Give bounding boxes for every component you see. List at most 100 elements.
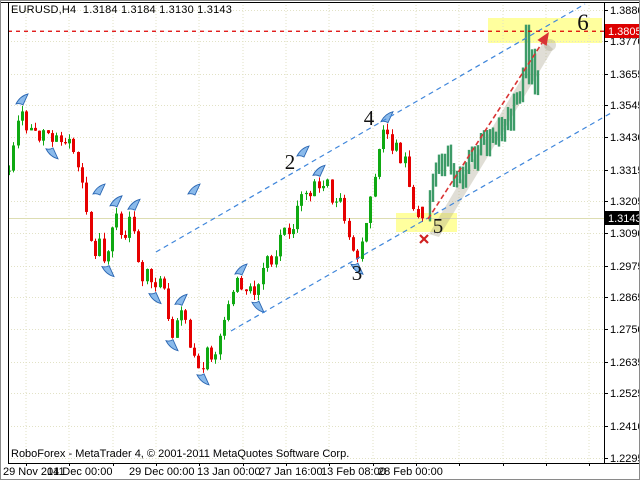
candle-bearish [25,111,28,131]
price-tick-label: 1.2525 [610,388,640,400]
candle-bearish [197,355,200,369]
symbol-ohlc-title: EURUSD,H4 1.3184 1.3184 1.3130 1.3143 [11,4,233,16]
wave-label-3[interactable]: 3 [352,261,363,285]
candle-bullish [107,251,110,262]
fractal-up-arrow-icon [92,183,106,196]
candle-bearish [184,310,187,320]
candle-bullish [249,286,252,292]
candle-bullish [365,222,368,242]
candle-bearish [60,135,63,143]
price-badge-black [605,211,639,225]
candle-bearish [51,133,54,142]
fractal-up-arrow-icon [234,263,248,276]
fractal-down-arrow-icon [196,373,210,386]
price-tick-label: 1.3315 [610,165,640,177]
candle-bearish [167,288,170,320]
candle-bearish [412,186,415,210]
candle-bearish [77,152,80,168]
time-tick-label: 27 Jan 16:00 [259,466,323,478]
candle-bearish [309,192,312,197]
candle-bearish [417,209,420,218]
time-tick-label: 29 Nov 2011 [3,466,65,478]
fractal-up-arrow-icon [187,183,201,196]
candle-bullish [115,213,118,228]
candle-bearish [270,256,273,265]
candle-bearish [38,130,41,141]
candle-bullish [232,291,235,305]
projection-arrow-shaft[interactable] [427,42,543,220]
candle-bullish [296,205,299,230]
candle-bearish [253,286,256,295]
projection-arrow-layer [427,32,549,220]
candle-bullish [283,227,286,235]
candle-bearish [386,129,389,135]
candle-bullish [146,269,149,282]
candle-bearish [408,156,411,187]
candle-bullish [214,354,217,360]
fractal-down-arrow-icon [45,147,59,160]
price-badge-label: 1.3805 [608,26,640,38]
wave-label-2[interactable]: 2 [285,150,296,174]
fractal-up-arrow-icon [15,93,29,106]
price-tick-label: 1.2295 [610,453,640,465]
candle-bearish [288,227,291,235]
candle-bearish [352,237,355,251]
candle-bearish [85,182,88,212]
candle-bullish [266,256,269,268]
candle-bearish [240,277,243,290]
wave-label-4[interactable]: 4 [364,106,375,130]
candle-bearish [245,289,248,292]
candle-bullish [374,176,377,197]
fractal-down-arrow-icon [350,262,364,275]
candle-bearish [94,240,97,257]
candle-bullish [55,135,58,142]
price-tick-label: 1.2975 [610,261,640,273]
cross-marker-icon [419,234,429,244]
fractal-down-arrow-icon [251,300,265,313]
candle-bullish [305,192,308,195]
candle-bearish [103,238,106,262]
candle-bullish [292,229,295,235]
time-tick-label: 13 Feb 08:00 [321,466,386,478]
candle-bearish [133,216,136,232]
wave-labels-layer: 2 3 4 5 6 [285,10,589,285]
candle-bullish [236,277,239,292]
candle-bullish [159,278,162,288]
candle-bullish [257,284,260,295]
fractal-down-arrow-icon [148,291,162,305]
candle-bullish [42,130,45,141]
candle-bullish [176,320,179,338]
candle-bullish [21,111,24,121]
copyright-text: RoboForex - MetaTrader 4, © 2001-2011 Me… [11,448,350,460]
fractal-up-arrow-icon [296,145,310,158]
time-tick-label: 28 Feb 00:00 [378,466,443,478]
price-tick-label: 1.3655 [610,69,640,81]
candle-bearish [120,213,123,235]
candle-bullish [382,129,385,150]
fractal-down-arrow-icon [165,339,179,352]
price-badge-red [605,24,639,38]
trend-channel-line[interactable] [155,3,586,253]
candle-bearish [356,250,359,259]
candle-bearish [64,142,67,144]
candle-bearish [90,211,93,241]
candle-bullish [378,149,381,177]
candle-bullish [206,347,209,370]
candle-bearish [399,142,402,164]
candle-bearish [331,179,334,203]
wave-label-5[interactable]: 5 [433,214,444,238]
price-axis[interactable]: 1.3880 1.3770 1.3655 1.3545 1.3430 1.3315 1.32… [604,5,640,465]
trend-channel-line[interactable] [230,112,612,332]
fractal-up-arrow-icon [127,198,141,211]
wave-label-6[interactable]: 6 [577,10,589,35]
candle-bullish [68,138,71,144]
candle-bearish [202,368,205,370]
price-tick-label: 1.3545 [610,100,640,112]
fractal-up-arrow-icon [109,195,123,208]
candle-bearish [163,278,166,289]
price-tick-label: 1.3430 [610,132,640,144]
candle-bearish [47,130,50,134]
